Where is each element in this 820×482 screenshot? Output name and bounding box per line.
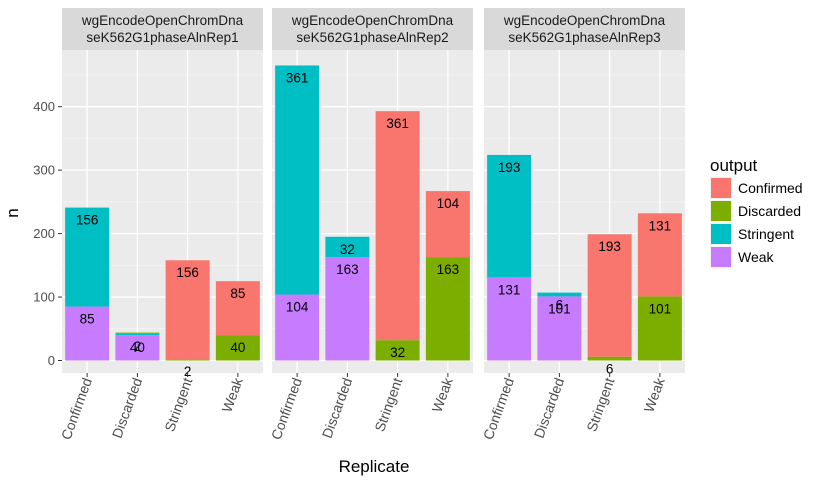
facet-strip (62, 8, 263, 50)
legend-label: Confirmed (738, 180, 803, 196)
x-tick-label: Confirmed (268, 376, 305, 442)
facet-panel: wgEncodeOpenChromDna seK562G1phaseAlnRep1… (58, 8, 263, 442)
bar-segment-confirmed (215, 281, 260, 336)
legend-swatch-stringent (711, 224, 731, 244)
data-label: 40 (230, 340, 245, 355)
data-label: 104 (286, 300, 309, 315)
legend-label: Stringent (738, 226, 794, 242)
bar-segment-confirmed (165, 260, 210, 360)
legend-label: Discarded (738, 203, 801, 219)
facet-title-line1: wgEncodeOpenChromDna (81, 13, 244, 28)
x-tick-label: Discarded (531, 376, 568, 441)
data-label: 85 (230, 286, 245, 301)
data-label: 6 (606, 362, 614, 377)
legend-items: Confirmed Discarded Stringent Weak (710, 177, 803, 268)
x-tick-label: Discarded (109, 376, 146, 441)
data-label: 131 (649, 218, 672, 233)
data-label: 104 (437, 196, 460, 211)
legend: output Confirmed Discarded Stringent Weak (710, 156, 803, 268)
y-tick-label: 300 (33, 163, 55, 178)
data-label: 131 (498, 282, 521, 297)
bar-segment-confirmed (637, 213, 682, 297)
facet-panel: wgEncodeOpenChromDna seK562G1phaseAlnRep3… (480, 8, 685, 442)
bar-segment-stringent (537, 292, 582, 297)
data-label: 101 (649, 301, 672, 316)
x-tick-label: Confirmed (480, 376, 517, 442)
facet-title-line1: wgEncodeOpenChromDna (291, 13, 454, 28)
legend-title: output (710, 156, 758, 175)
data-label: 2 (134, 339, 142, 354)
facet-panel: wgEncodeOpenChromDna seK562G1phaseAlnRep2… (268, 8, 473, 442)
bar-segment-weak (275, 294, 320, 361)
data-label: 361 (386, 116, 409, 131)
legend-swatch-confirmed (711, 178, 731, 198)
data-label: 101 (548, 301, 571, 316)
x-tick-label: Weak (641, 375, 669, 415)
x-axis-label: Replicate (339, 457, 410, 476)
y-tick-label: 100 (33, 290, 55, 305)
bar-segment-weak (325, 257, 370, 361)
x-tick-label: Stringent (161, 375, 195, 433)
data-label: 32 (340, 242, 355, 257)
bar-segment-weak (537, 296, 582, 361)
bar-segment-discarded (637, 296, 682, 361)
bar-segment-weak (115, 335, 160, 361)
x-tick-label: Weak (429, 375, 457, 415)
bar-segment-discarded (115, 332, 160, 334)
facet-title-line2: seK562G1phaseAlnRep2 (296, 30, 448, 45)
facet-title-line2: seK562G1phaseAlnRep3 (508, 30, 660, 45)
bar-segment-confirmed (425, 191, 470, 258)
data-label: 361 (286, 70, 309, 85)
y-tick-label: 0 (48, 353, 55, 368)
x-tick-label: Discarded (319, 376, 356, 441)
bar-segment-discarded (425, 257, 470, 361)
bar-segment-confirmed (587, 234, 632, 357)
bar-segment-stringent (115, 333, 160, 336)
x-tick-label: Confirmed (58, 376, 95, 442)
bar-segment-stringent (325, 236, 370, 258)
bar-segment-stringent (275, 65, 320, 295)
y-tick-label: 200 (33, 226, 55, 241)
data-label: 40 (130, 340, 145, 355)
data-label: 2 (184, 364, 192, 379)
legend-swatch-discarded (711, 201, 731, 221)
facet-strip (272, 8, 473, 50)
x-tick-label: Weak (219, 375, 247, 415)
facet-strip (484, 8, 685, 50)
y-axis-label: n (3, 208, 22, 217)
x-tick-label: Stringent (371, 375, 405, 433)
facet-panels: wgEncodeOpenChromDna seK562G1phaseAlnRep1… (58, 8, 685, 442)
data-label: 193 (598, 239, 621, 254)
data-label: 32 (390, 345, 405, 360)
data-label: 6 (556, 298, 564, 313)
y-axis: 0 100 200 300 400 (33, 99, 62, 368)
x-tick-label: Stringent (583, 375, 617, 433)
facet-title-line2: seK562G1phaseAlnRep1 (86, 30, 238, 45)
data-label: 156 (176, 265, 199, 280)
bar-segment-weak (65, 306, 110, 361)
bar-segment-discarded (587, 356, 632, 361)
data-label: 85 (80, 312, 95, 327)
bar-segment-discarded (215, 335, 260, 361)
data-label: 193 (498, 160, 521, 175)
facet-title-line1: wgEncodeOpenChromDna (503, 13, 666, 28)
bar-segment-stringent (65, 207, 110, 307)
data-label: 163 (336, 262, 359, 277)
bar-segment-weak (487, 277, 532, 361)
legend-label: Weak (738, 249, 775, 265)
data-label: 163 (437, 262, 460, 277)
bar-segment-confirmed (375, 111, 420, 341)
bar-segment-discarded (375, 340, 420, 361)
data-label: 156 (76, 213, 99, 228)
bar-segment-discarded (165, 359, 210, 361)
legend-swatch-weak (711, 247, 731, 267)
y-tick-label: 400 (33, 99, 55, 114)
bar-segment-stringent (487, 154, 532, 278)
